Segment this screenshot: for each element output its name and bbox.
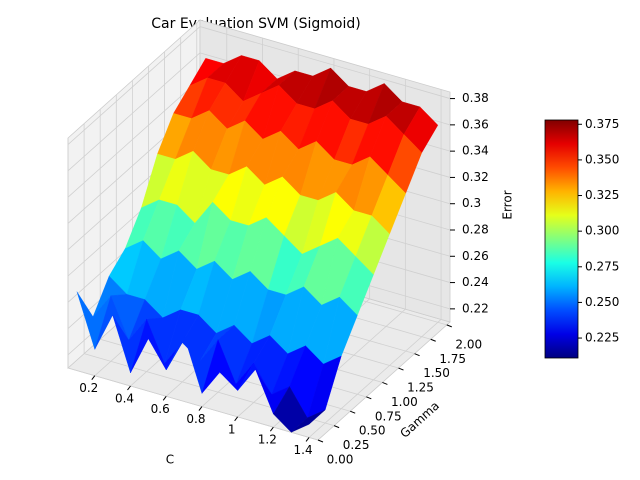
colorbar-tick-label: 0.300 xyxy=(585,224,619,238)
z-tick-label: 0.3 xyxy=(462,196,481,210)
x-tick xyxy=(234,416,239,422)
x-tick-label: 1.4 xyxy=(294,443,313,457)
y-tick xyxy=(350,410,356,414)
x-tick-label: 0.2 xyxy=(79,381,98,395)
grid-line xyxy=(67,78,201,198)
x-tick xyxy=(198,406,203,411)
colorbar-tick-label: 0.225 xyxy=(585,331,619,345)
y-tick xyxy=(446,324,452,328)
chart-title: Car Evaluation SVM (Sigmoid) xyxy=(151,16,360,32)
grid-line xyxy=(67,52,201,172)
y-tick xyxy=(382,381,388,385)
grid-line xyxy=(308,319,442,438)
x-tick xyxy=(269,426,274,432)
y-tick-label: 1.50 xyxy=(423,366,450,380)
x-tick xyxy=(162,395,167,401)
grid-line xyxy=(67,367,319,441)
z-tick-label: 0.34 xyxy=(462,144,489,158)
x-tick xyxy=(305,437,310,442)
y-tick xyxy=(317,439,324,443)
colorbar-tick-label: 0.275 xyxy=(585,259,619,273)
y-tick-label: 1.00 xyxy=(391,395,418,409)
z-tick-label: 0.32 xyxy=(462,170,489,184)
surface xyxy=(76,55,439,433)
y-tick xyxy=(366,396,372,400)
x-tick-label: 0.4 xyxy=(115,392,134,406)
x-tick-label: 1 xyxy=(228,422,236,436)
y-tick-label: 1.75 xyxy=(439,352,466,366)
y-tick-label: 0.25 xyxy=(343,438,370,452)
x-tick-label: 0.6 xyxy=(151,402,170,416)
y-tick xyxy=(333,425,340,429)
z-tick-label: 0.36 xyxy=(462,117,489,131)
colorbar-tick-label: 0.375 xyxy=(585,117,619,131)
surface-face xyxy=(291,409,326,433)
colorbar-ticks: 0.225 0.250 0.275 0.300 0.325 0.350 0.375 xyxy=(578,117,619,345)
y-tick xyxy=(398,367,404,371)
z-tick-label: 0.26 xyxy=(462,249,489,263)
z-tick-label: 0.22 xyxy=(462,301,489,315)
z-axis-title: Error xyxy=(501,190,515,219)
y-tick xyxy=(430,338,436,342)
x-tick xyxy=(91,375,96,381)
z-tick-label: 0.24 xyxy=(462,275,489,289)
colorbar-tick-label: 0.350 xyxy=(585,152,619,166)
colorbar-tick-label: 0.325 xyxy=(585,188,619,202)
x-tick-label: 1.2 xyxy=(258,433,277,447)
x-tick xyxy=(127,385,131,391)
y-tick xyxy=(414,353,420,357)
x-tick-label: 0.8 xyxy=(186,412,205,426)
labels: 0.20.40.60.811.21.40.000.250.500.751.001… xyxy=(79,91,488,466)
y-tick-label: 0.00 xyxy=(327,453,354,467)
y-tick-label: 1.25 xyxy=(407,381,434,395)
y-tick-label: 0.50 xyxy=(359,424,386,438)
y-tick-label: 0.75 xyxy=(375,409,402,423)
z-tick-label: 0.28 xyxy=(462,223,489,237)
x-axis-title: C xyxy=(166,453,174,467)
grid-line xyxy=(199,26,451,99)
grid-line xyxy=(67,26,201,145)
y-tick-label: 2.00 xyxy=(455,337,482,351)
z-tick-label: 0.38 xyxy=(462,91,489,105)
colorbar-tick-label: 0.250 xyxy=(585,295,619,309)
colorbar xyxy=(544,119,579,359)
